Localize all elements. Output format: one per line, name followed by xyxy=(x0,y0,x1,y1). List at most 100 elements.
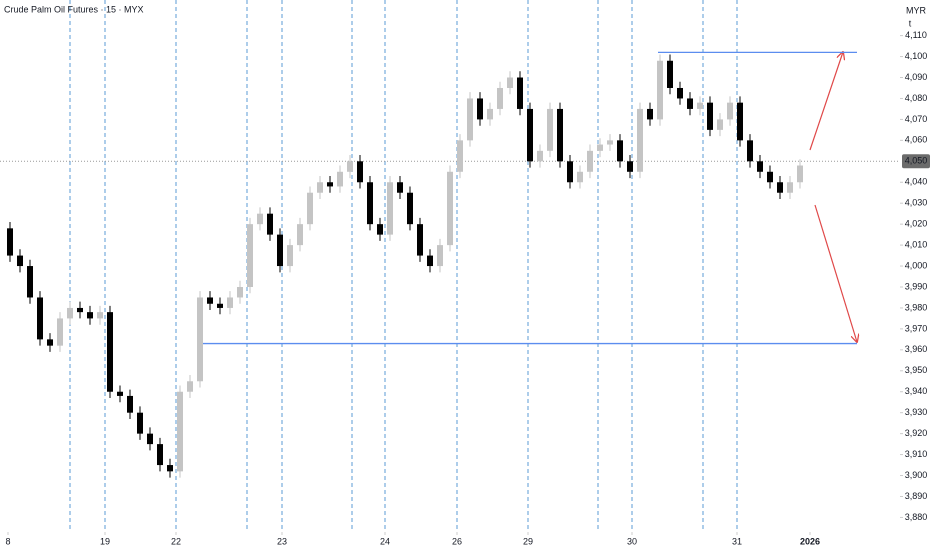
y-tick-label: 3,930 xyxy=(905,407,928,417)
candle-body xyxy=(397,182,403,193)
candle-body xyxy=(797,165,803,183)
candle-body xyxy=(687,98,693,109)
y-tick-label: 4,100 xyxy=(905,51,928,61)
candle-body xyxy=(437,245,443,267)
candle-body xyxy=(497,87,503,109)
candle-body xyxy=(747,140,753,162)
candle-body xyxy=(407,192,413,225)
candle-body xyxy=(697,102,703,109)
y-tick-label: 3,980 xyxy=(905,302,928,312)
candle-body xyxy=(507,77,513,88)
candle-body xyxy=(67,307,73,319)
candle-body xyxy=(107,312,113,392)
x-tick-label: 31 xyxy=(732,536,742,546)
y-tick-label: 3,880 xyxy=(905,512,928,522)
candle-body xyxy=(367,182,373,225)
candle-body xyxy=(277,234,283,267)
candle-body xyxy=(257,213,263,225)
candle-body xyxy=(677,87,683,99)
y-tick-label: 4,030 xyxy=(905,198,928,208)
candle-body xyxy=(27,266,33,298)
candle-body xyxy=(717,119,723,130)
candle-body xyxy=(157,444,163,466)
y-tick-label: 4,020 xyxy=(905,219,928,229)
candle-body xyxy=(777,182,783,193)
candle-body xyxy=(87,312,93,319)
y-tick-label: 3,920 xyxy=(905,428,928,438)
y-tick-label: 3,960 xyxy=(905,344,928,354)
candle-body xyxy=(757,161,763,172)
candle-body xyxy=(787,182,793,193)
candle-body xyxy=(167,465,173,472)
candle-body xyxy=(587,150,593,172)
candle-body xyxy=(267,213,273,235)
x-tick-label: 2026 xyxy=(800,536,820,546)
candle-body xyxy=(427,255,433,267)
candle-body xyxy=(707,102,713,130)
candle-body xyxy=(417,224,423,256)
candle-body xyxy=(517,77,523,109)
x-tick-label: 8 xyxy=(5,536,10,546)
currency-label: MYR xyxy=(906,5,927,15)
arrow-down xyxy=(814,204,857,342)
candle-body xyxy=(667,60,673,88)
last-price-badge xyxy=(902,154,930,169)
candle-body xyxy=(447,171,453,246)
candle-body xyxy=(77,307,83,313)
y-tick-label: 3,900 xyxy=(905,470,928,480)
candle-body xyxy=(387,182,393,235)
candle-body xyxy=(357,161,363,183)
candle-body xyxy=(7,228,13,256)
y-tick-label: 4,010 xyxy=(905,239,928,249)
candle-body xyxy=(487,108,493,120)
candle-body xyxy=(637,108,643,172)
candle-body xyxy=(127,395,133,413)
y-tick-label: 4,070 xyxy=(905,114,928,124)
x-tick-label: 23 xyxy=(277,536,287,546)
x-tick-label: 24 xyxy=(380,536,390,546)
arrow-up xyxy=(809,52,843,151)
candle-body xyxy=(467,98,473,141)
y-tick-label: 4,000 xyxy=(905,260,928,270)
y-tick-label: 3,970 xyxy=(905,323,928,333)
y-tick-label: 4,110 xyxy=(905,30,927,40)
candle-body xyxy=(57,318,63,346)
x-tick-label: 30 xyxy=(627,536,637,546)
unit-label: t xyxy=(909,18,912,28)
candle-body xyxy=(297,224,303,246)
x-tick-label: 26 xyxy=(452,536,462,546)
candle-body xyxy=(617,140,623,162)
candle-body xyxy=(767,171,773,183)
candle-body xyxy=(537,150,543,162)
candle-body xyxy=(307,192,313,225)
y-tick-label: 4,060 xyxy=(905,135,928,145)
x-tick-label: 29 xyxy=(523,536,533,546)
candle-body xyxy=(187,381,193,392)
candle-body xyxy=(527,108,533,162)
y-tick-label: 4,040 xyxy=(905,177,928,187)
candle-body xyxy=(337,171,343,187)
x-tick-label: 19 xyxy=(100,536,110,546)
candle-body xyxy=(377,224,383,235)
candle-body xyxy=(657,60,663,120)
y-tick-label: 3,890 xyxy=(905,491,928,501)
candle-body xyxy=(607,140,613,145)
chart-title: Crude Palm Oil Futures · 15 · MYX xyxy=(4,4,144,14)
candle-body xyxy=(137,412,143,434)
candle-body xyxy=(37,297,43,340)
candle-body xyxy=(47,339,53,346)
candle-body xyxy=(627,161,633,172)
session-separators xyxy=(69,0,738,532)
candle-body xyxy=(207,297,213,304)
candle-body xyxy=(647,108,653,120)
candle-body xyxy=(317,182,323,193)
y-tick-label: 4,080 xyxy=(905,93,928,103)
candle-body xyxy=(17,255,23,267)
candle-body xyxy=(737,102,743,141)
candle-body xyxy=(327,182,333,187)
y-tick-label: 3,940 xyxy=(905,386,928,396)
y-tick-label: 4,090 xyxy=(905,72,928,82)
candle-body xyxy=(237,286,243,298)
candle-body xyxy=(457,140,463,172)
candle-body xyxy=(247,224,253,287)
